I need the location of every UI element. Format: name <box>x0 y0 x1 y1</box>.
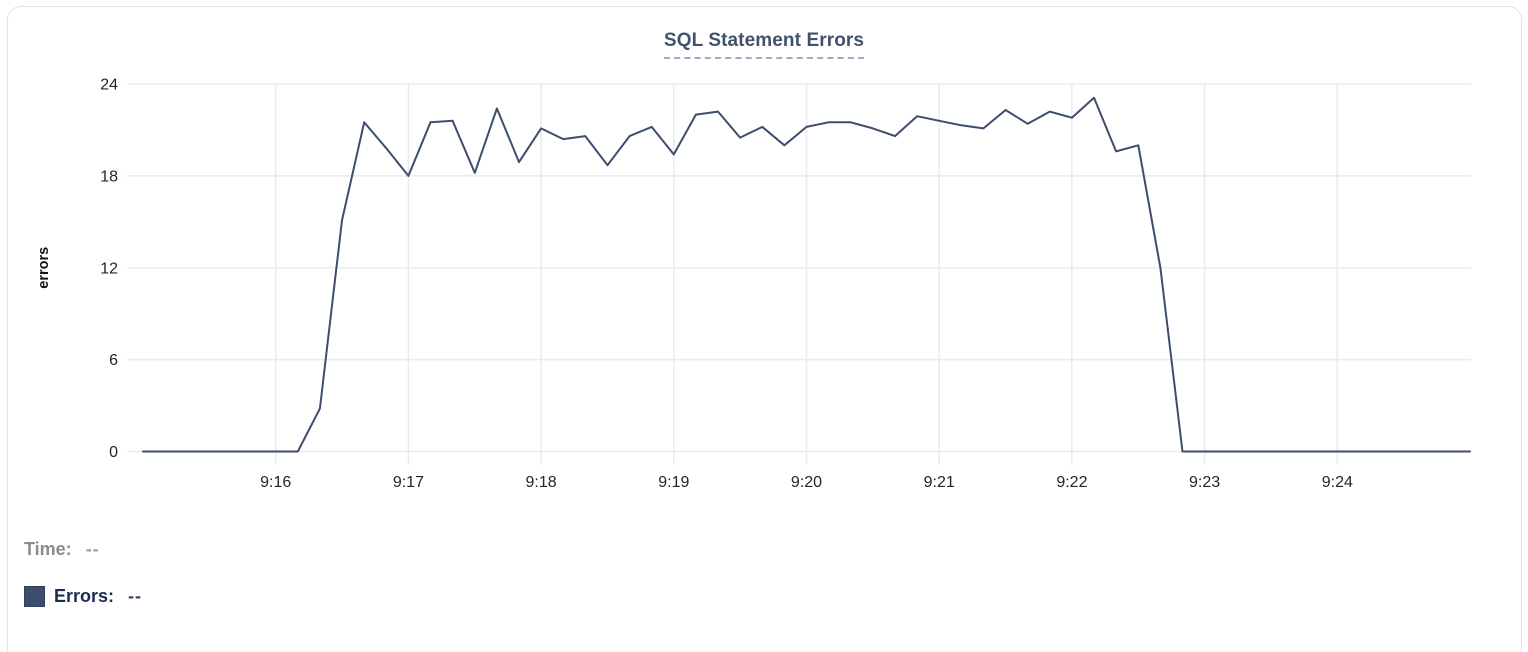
errors-line-chart[interactable]: 0 6 12 18 24 9:16 9:17 9:18 9:19 9:20 9:21 9:22 9:23… <box>0 0 1528 505</box>
errors-label: Errors: <box>54 586 115 606</box>
y-axis-title: errors <box>36 247 52 289</box>
y-tick-label: 12 <box>100 260 118 277</box>
y-tick-label: 18 <box>100 168 118 185</box>
y-tick-label: 6 <box>109 352 118 369</box>
y-tick-label: 0 <box>109 444 118 461</box>
chart-header: SQL Statement Errors <box>0 30 1528 59</box>
x-tick-label: 9:19 <box>658 474 689 491</box>
x-tick-label: 9:17 <box>393 474 424 491</box>
time-readout-row: Time: -- <box>24 539 100 560</box>
y-tick-label: 24 <box>100 77 118 94</box>
errors-series-line[interactable] <box>142 96 1471 453</box>
x-tick-label: 9:18 <box>526 474 557 491</box>
errors-value: -- <box>128 586 143 606</box>
x-tick-label: 9:20 <box>791 474 822 491</box>
time-value: -- <box>85 539 100 559</box>
errors-legend-swatch-icon <box>24 586 45 607</box>
time-label: Time: <box>24 539 72 559</box>
x-tick-label: 9:24 <box>1322 474 1353 491</box>
chart-card <box>7 6 1522 652</box>
errors-readout-row: Errors: -- <box>24 586 142 607</box>
chart-title[interactable]: SQL Statement Errors <box>663 30 865 59</box>
x-tick-label: 9:23 <box>1189 474 1220 491</box>
x-tick-label: 9:21 <box>924 474 955 491</box>
x-tick-label: 9:22 <box>1056 474 1087 491</box>
x-tick-label: 9:16 <box>260 474 291 491</box>
plot-area[interactable] <box>143 84 1470 452</box>
